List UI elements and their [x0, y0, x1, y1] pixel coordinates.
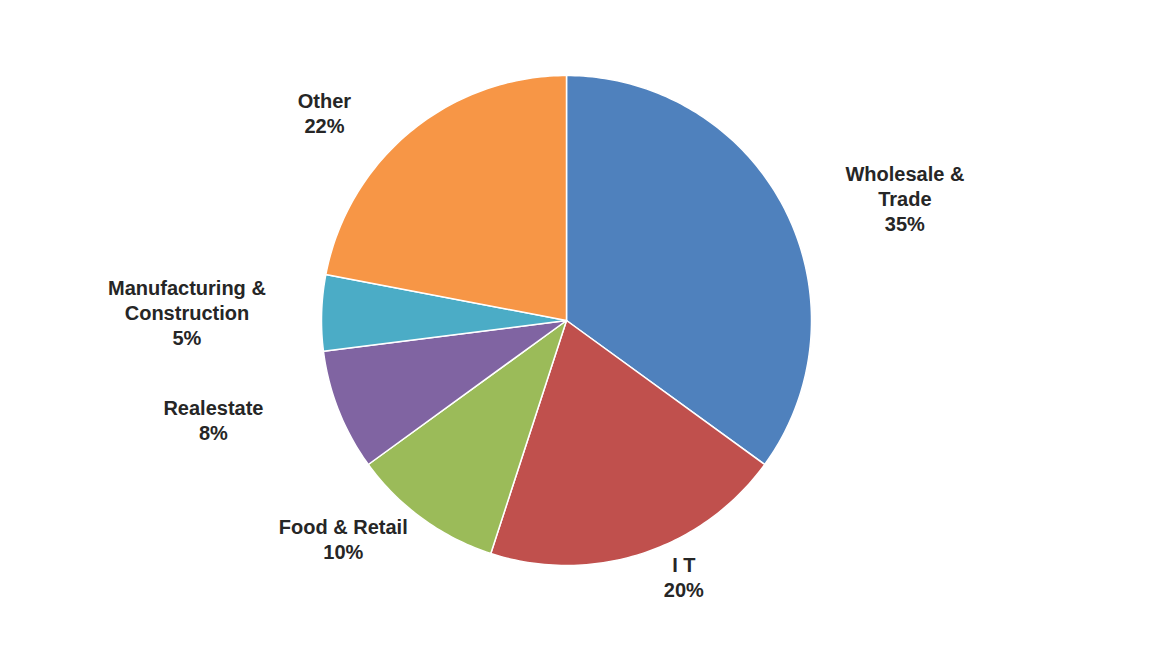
- svg-text:Other22%: Other22%: [298, 90, 352, 137]
- svg-text:Wholesale &Trade35%: Wholesale &Trade35%: [845, 163, 964, 235]
- svg-text:Manufacturing &Construction5%: Manufacturing &Construction5%: [108, 277, 266, 349]
- svg-text:Food & Retail10%: Food & Retail10%: [279, 516, 408, 563]
- svg-text:Realestate8%: Realestate8%: [163, 397, 263, 444]
- svg-text:I T20%: I T20%: [664, 554, 704, 601]
